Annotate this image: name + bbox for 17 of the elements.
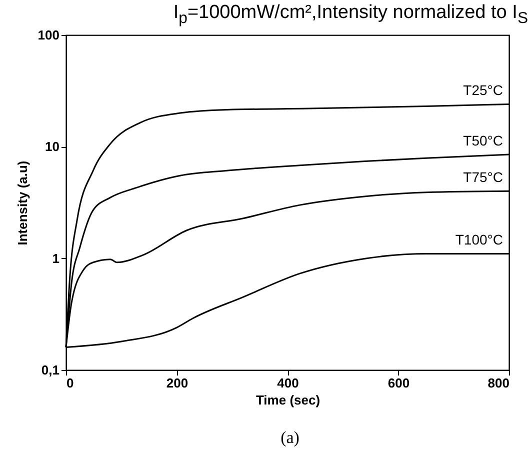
y-axis-title: Intensity (a.u) <box>14 160 30 246</box>
x-tick-label: 400 <box>277 376 299 390</box>
y-tick-label: 0,1 <box>41 362 60 378</box>
x-tick-label: 0 <box>66 376 74 390</box>
text: (a) <box>280 428 300 448</box>
x-tick-label: 200 <box>166 376 188 390</box>
y-tick-label: 100 <box>38 28 60 42</box>
series-label: T75°C <box>463 169 503 186</box>
x-tick-label: 600 <box>388 376 410 390</box>
series-label: T100°C <box>455 232 503 248</box>
x-axis-title: Time (sec) <box>256 392 320 408</box>
y-tick-label: 10 <box>45 139 60 154</box>
series-label: T50°C <box>463 132 503 149</box>
y-tick-label: 1 <box>52 250 60 266</box>
series-label: T25°C <box>463 82 503 98</box>
x-tick-label: 800 <box>488 376 510 390</box>
chart-title: I$_{p}$=1000mW/cm²,Intensity normalized to I$_{S}$ <box>173 2 528 28</box>
